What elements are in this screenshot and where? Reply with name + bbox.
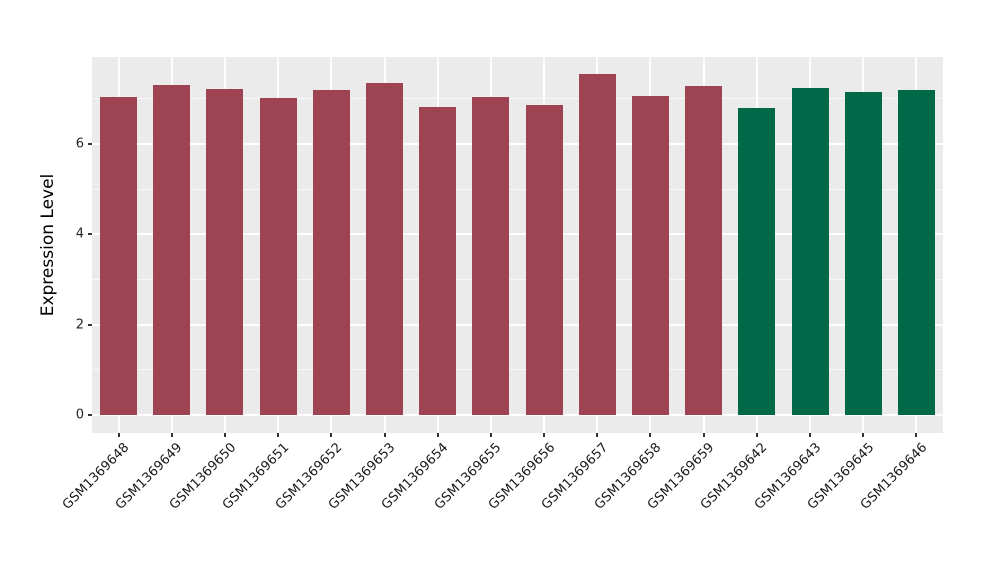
major-gridline [92,142,943,145]
bar-GSM1369649 [153,85,191,415]
x-tick-mark [862,433,865,437]
bar-GSM1369657 [578,73,616,415]
bar-GSM1369656 [525,105,563,415]
x-tick-mark [170,433,173,437]
y-tick-label: 2 [75,317,84,333]
bar-GSM1369646 [897,90,935,415]
x-tick-mark [543,433,546,437]
y-tick-mark [88,414,92,416]
y-tick-mark [88,142,92,145]
y-tick-label: 0 [75,407,84,423]
x-tick-mark [596,433,599,437]
x-tick-mark [436,433,439,437]
major-gridline [92,233,943,236]
bar-GSM1369658 [631,96,669,415]
bar-GSM1369653 [366,83,404,415]
y-tick-label: 6 [75,136,84,152]
minor-gridline [92,278,943,280]
y-tick-mark [88,233,92,236]
x-tick-mark [277,433,280,437]
bar-GSM1369654 [419,106,457,415]
x-tick-mark [223,433,226,437]
bar-GSM1369648 [100,96,138,415]
y-tick-label: 4 [75,226,84,242]
y-axis-title: Expression Level [38,173,58,317]
x-tick-mark [755,433,758,437]
bar-GSM1369643 [791,87,829,415]
x-tick-mark [117,433,120,437]
bar-GSM1369655 [472,96,510,415]
minor-gridline [92,188,943,190]
bar-GSM1369652 [312,89,350,415]
x-tick-mark [915,433,918,437]
minor-gridline [92,98,943,100]
y-tick-mark [88,323,92,326]
major-gridline [92,414,943,416]
bar-GSM1369659 [685,86,723,415]
x-tick-mark [809,433,812,437]
x-tick-mark [383,433,386,437]
bar-GSM1369642 [738,107,776,415]
major-gridline [92,323,943,326]
bar-GSM1369651 [259,98,297,415]
x-tick-mark [489,433,492,437]
x-tick-mark [330,433,333,437]
x-tick-mark [702,433,705,437]
minor-gridline [92,369,943,371]
bar-GSM1369645 [844,92,882,415]
x-tick-mark [649,433,652,437]
bar-GSM1369650 [206,88,244,415]
plot-panel [92,57,943,433]
